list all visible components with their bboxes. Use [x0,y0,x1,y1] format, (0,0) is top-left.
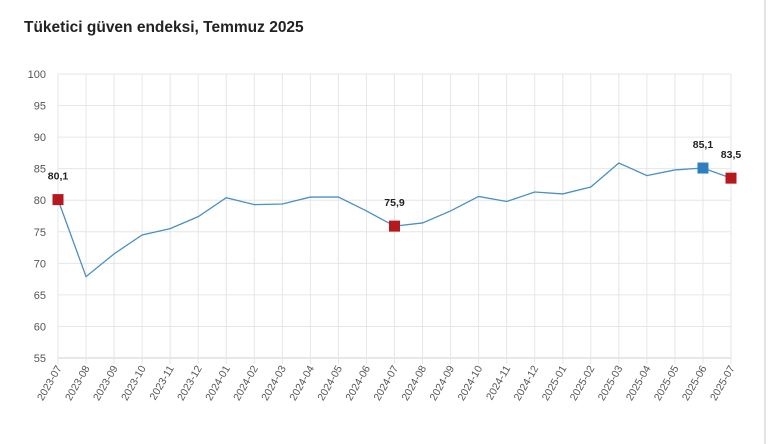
x-tick-label: 2024-05 [315,363,345,403]
x-tick-label: 2024-09 [428,363,458,403]
y-tick-label: 85 [34,164,46,176]
x-tick-label: 2024-04 [287,363,317,403]
x-tick-label: 2025-02 [568,363,598,403]
y-tick-label: 70 [34,258,46,270]
data-label: 75,9 [384,197,405,209]
data-label: 85,1 [693,139,714,151]
x-tick-label: 2024-11 [484,363,513,402]
x-tick-label: 2024-07 [371,363,401,403]
data-label: 80,1 [48,171,69,183]
x-tick-label: 2024-06 [343,363,373,403]
window-edge [764,0,766,444]
chart-title: Tüketici güven endeksi, Temmuz 2025 [24,19,304,36]
data-label: 83,5 [721,149,742,161]
y-tick-label: 55 [34,353,46,365]
x-tick-label: 2024-08 [399,363,429,403]
x-tick-label: 2025-07 [708,363,738,403]
y-tick-label: 60 [34,321,46,333]
data-point-marker [389,220,400,232]
x-tick-label: 2025-05 [652,363,682,403]
x-tick-label: 2024-01 [203,363,233,403]
y-tick-label: 80 [34,195,46,207]
x-tick-label: 2023-09 [91,363,121,403]
x-tick-label: 2023-11 [147,363,176,402]
y-tick-label: 100 [28,69,46,81]
data-point-marker [725,172,737,184]
y-tick-label: 65 [34,290,46,302]
x-tick-label: 2025-01 [540,363,570,403]
x-tick-label: 2025-06 [680,363,710,403]
x-tick-label: 2024-02 [231,363,261,403]
data-point-marker [697,162,709,174]
x-tick-label: 2025-03 [596,363,626,403]
y-tick-label: 90 [34,132,46,144]
data-point-marker [52,194,64,206]
x-tick-label: 2025-04 [624,363,654,403]
x-tick-label: 2023-07 [35,363,65,403]
x-tick-label: 2023-08 [63,363,93,403]
x-tick-label: 2024-10 [456,363,486,403]
y-tick-label: 75 [34,227,46,239]
x-tick-label: 2024-03 [259,363,289,403]
x-tick-label: 2024-12 [512,363,542,403]
x-tick-label: 2023-10 [119,363,149,403]
y-tick-label: 95 [34,101,46,113]
x-tick-label: 2023-12 [175,363,205,403]
